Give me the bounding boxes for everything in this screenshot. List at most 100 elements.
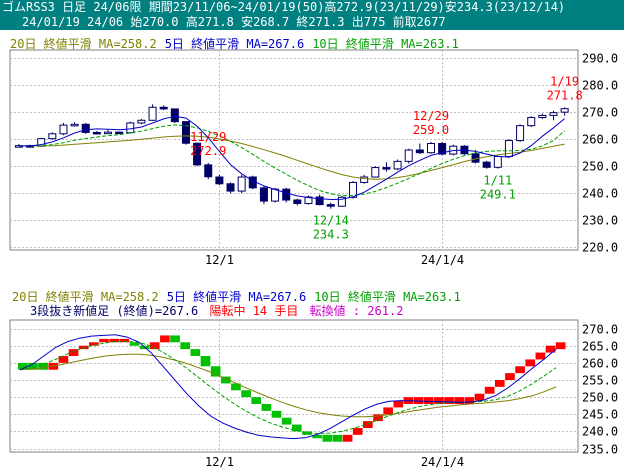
candle-body (426, 143, 435, 154)
annotation-date: 12/14 (313, 214, 349, 228)
candle-body (215, 176, 224, 185)
legend-bottom-ma5: 5日 終値平滑 MA=267.6 (166, 290, 307, 304)
candle-body (237, 176, 246, 192)
three-break-brick (109, 338, 119, 343)
three-break-brick (89, 342, 99, 346)
candle-body (538, 114, 547, 119)
three-break-brick (444, 397, 454, 404)
candle-body (371, 167, 380, 178)
candle-body (560, 108, 569, 113)
three-break-brick (363, 421, 373, 428)
three-break-brick (434, 397, 444, 404)
candle-body (315, 196, 324, 206)
top-y-tick-label: 240.0 (582, 187, 618, 201)
three-break-brick (251, 397, 262, 404)
candle-body (293, 199, 302, 205)
three-break-brick (210, 366, 221, 377)
three-break-brick (149, 342, 160, 350)
three-break-brick (119, 338, 130, 343)
candle-body (115, 131, 124, 135)
bottom-y-tick-label: 260.0 (582, 357, 618, 371)
three-break-brick (505, 373, 515, 380)
candle-body (259, 187, 268, 202)
three-break-brick (454, 397, 465, 404)
top-x-tick-label: 24/1/4 (421, 253, 464, 267)
bottom-plot-frame (9, 319, 579, 453)
candle-body (193, 142, 202, 166)
top-y-tick-label: 220.0 (582, 241, 618, 255)
three-break-switch: 転換値 : 261.2 (309, 304, 404, 318)
bottom-ma5-line (19, 334, 557, 440)
bottom-legend: 20日 終値平滑 MA=258.2 5日 終値平滑 MA=267.6 10日 終値平… (12, 290, 469, 304)
candle-body (493, 155, 502, 168)
candle-body (516, 125, 525, 142)
candle-body (70, 123, 79, 127)
three-break-close: 3段抜き新値足 (終値)=267.6 (30, 304, 199, 318)
top-y-tick-label: 250.0 (582, 160, 618, 174)
three-break-brick (413, 397, 424, 404)
legend-ma20: 20日 終値平滑 MA=258.2 (10, 37, 157, 51)
three-break-brick (494, 380, 505, 387)
three-break-brick (281, 417, 292, 425)
candle-body (415, 149, 424, 154)
candle-body (59, 124, 68, 135)
top-ma10-line (18, 124, 565, 197)
annotation-date: 11/29 (190, 130, 226, 144)
top-x-tick-label: 12/1 (205, 253, 234, 267)
candle-body (326, 204, 335, 207)
bottom-y-tick-label: 240.0 (582, 425, 618, 439)
three-break-brick (383, 407, 393, 415)
annotation-date: 12/29 (413, 109, 449, 123)
top-y-tick-label: 280.0 (582, 79, 618, 93)
three-break-legend: 3段抜き新値足 (終値)=267.6 陽転中 14 手目 転換値 : 261.2 (30, 304, 403, 318)
bottom-y-tick-label: 250.0 (582, 391, 618, 405)
candle-body (382, 167, 391, 170)
three-break-brick (302, 431, 312, 435)
three-break-status: 陽転中 14 手目 (209, 304, 299, 318)
candle-body (181, 121, 190, 144)
three-break-brick (312, 434, 322, 439)
top-plot-frame (9, 49, 579, 251)
three-break-brick (160, 335, 170, 343)
top-y-tick-label: 230.0 (582, 214, 618, 228)
top-y-tick-label: 260.0 (582, 133, 618, 147)
three-break-brick (535, 352, 546, 360)
candle-body (170, 108, 179, 123)
three-break-brick (99, 338, 109, 343)
three-break-brick (28, 362, 38, 370)
annotation-date: 1/19 (550, 74, 579, 88)
candle-body (92, 131, 101, 135)
candle-body (126, 122, 135, 134)
candle-body (549, 112, 558, 116)
three-break-brick (545, 345, 556, 353)
annotation-value: 272.9 (190, 144, 226, 158)
three-break-brick (241, 390, 251, 398)
top-y-tick-label: 290.0 (582, 52, 618, 66)
top-legend: 20日 終値平滑 MA=258.2 5日 終値平滑 MA=267.6 10日 終値平… (10, 37, 467, 51)
legend-bottom-ma10: 10日 終値平滑 MA=263.1 (314, 290, 461, 304)
three-break-brick (373, 414, 383, 422)
three-break-brick (393, 400, 404, 408)
candle-body (104, 131, 113, 135)
three-break-brick (322, 434, 333, 442)
chart-header-title: ゴムRSS3 日足 24/06限 期間23/11/06~24/01/19(50)… (0, 0, 624, 15)
three-break-brick (292, 424, 302, 432)
annotation-value: 259.0 (413, 123, 449, 137)
three-break-brick (180, 342, 191, 350)
bottom-y-tick-label: 270.0 (582, 323, 618, 337)
three-break-brick (200, 356, 211, 367)
three-break-brick (231, 383, 241, 391)
three-break-brick (18, 362, 28, 370)
three-break-brick (220, 376, 231, 384)
candle-body (48, 133, 57, 140)
candle-body (527, 117, 536, 127)
three-break-brick (332, 434, 343, 442)
candle-body (360, 176, 369, 183)
three-break-brick (190, 349, 201, 356)
candle-body (404, 149, 413, 162)
legend-ma10: 10日 終値平滑 MA=263.1 (312, 37, 459, 51)
top-ma5-line (18, 115, 565, 201)
legend-bottom-ma20: 20日 終値平滑 MA=258.2 (12, 290, 159, 304)
bottom-x-tick-label: 12/1 (205, 455, 234, 469)
